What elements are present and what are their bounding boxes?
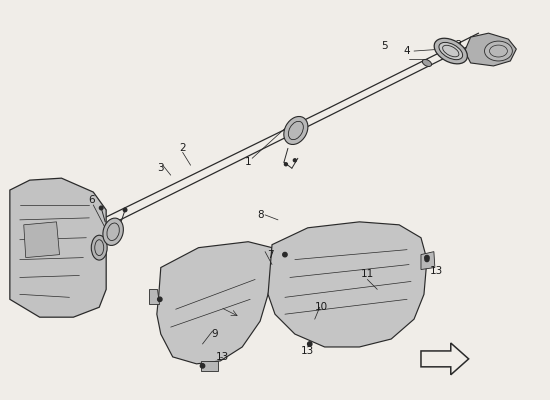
- Text: 13: 13: [430, 266, 443, 276]
- Text: 3: 3: [157, 163, 164, 173]
- Ellipse shape: [422, 60, 432, 66]
- Text: 12: 12: [450, 40, 463, 50]
- Ellipse shape: [434, 38, 468, 64]
- Text: 8: 8: [257, 210, 263, 220]
- Circle shape: [283, 252, 287, 257]
- Circle shape: [425, 256, 429, 260]
- Polygon shape: [465, 33, 516, 66]
- Polygon shape: [268, 222, 427, 347]
- Polygon shape: [24, 222, 59, 258]
- Polygon shape: [201, 361, 218, 371]
- Ellipse shape: [485, 41, 513, 61]
- Circle shape: [293, 159, 296, 162]
- Circle shape: [200, 364, 205, 368]
- Text: 10: 10: [315, 302, 328, 312]
- Circle shape: [158, 297, 162, 302]
- Ellipse shape: [284, 116, 308, 144]
- Polygon shape: [10, 178, 106, 317]
- Text: 1: 1: [245, 157, 251, 167]
- Ellipse shape: [439, 42, 463, 60]
- Polygon shape: [421, 252, 435, 270]
- Circle shape: [425, 258, 429, 262]
- Text: 6: 6: [88, 195, 95, 205]
- Circle shape: [123, 208, 127, 212]
- Text: 13: 13: [301, 346, 315, 356]
- Polygon shape: [157, 242, 275, 364]
- Text: 5: 5: [381, 41, 388, 51]
- Text: 11: 11: [361, 270, 374, 280]
- Text: 4: 4: [404, 46, 410, 56]
- Circle shape: [100, 206, 103, 210]
- Text: 2: 2: [179, 143, 186, 153]
- Circle shape: [284, 163, 288, 166]
- Circle shape: [307, 342, 312, 346]
- Ellipse shape: [91, 235, 107, 260]
- Text: 9: 9: [211, 329, 218, 339]
- Ellipse shape: [103, 218, 123, 246]
- Polygon shape: [149, 289, 159, 304]
- Text: 7: 7: [267, 250, 273, 260]
- Text: 13: 13: [216, 352, 229, 362]
